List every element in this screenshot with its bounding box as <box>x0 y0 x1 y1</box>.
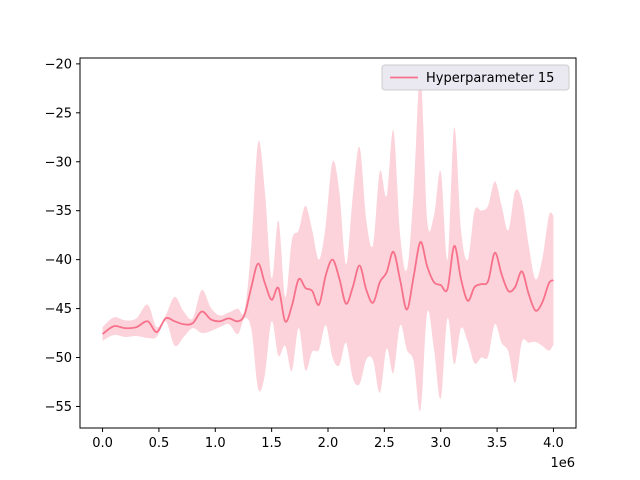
y-tick-label: −50 <box>45 351 72 366</box>
x-tick-label: 1.5 <box>261 436 282 451</box>
y-tick-label: −30 <box>45 155 72 170</box>
legend: Hyperparameter 15 <box>381 64 570 91</box>
x-tick-label: 3.5 <box>487 436 508 451</box>
y-tick-label: −20 <box>45 57 72 72</box>
x-axis-offset-label: 1e6 <box>550 456 575 471</box>
legend-box <box>381 64 570 91</box>
x-tick-label: 0.5 <box>149 436 170 451</box>
x-tick-label: 0.0 <box>92 436 113 451</box>
y-tick-label: −40 <box>45 253 72 268</box>
x-tick-label: 4.0 <box>543 436 564 451</box>
x-tick-label: 1.0 <box>205 436 226 451</box>
x-tick-label: 2.5 <box>374 436 395 451</box>
series-0-line <box>102 241 554 335</box>
y-tick-label: −45 <box>45 302 72 317</box>
plot-area <box>102 73 554 412</box>
x-tick-label: 2.0 <box>318 436 339 451</box>
series-0-band <box>102 73 554 412</box>
y-tick-label: −35 <box>45 204 72 219</box>
legend-label: Hyperparameter 15 <box>426 71 554 86</box>
y-tick-label: −25 <box>45 106 72 121</box>
y-tick-label: −55 <box>45 400 72 415</box>
x-tick-label: 3.0 <box>430 436 451 451</box>
x-axis: 0.0 0.5 1.0 1.5 2.0 2.5 3.0 3.5 4.0 <box>92 428 564 451</box>
y-axis: −55 −50 −45 −40 −35 −30 −25 −20 <box>45 57 80 415</box>
